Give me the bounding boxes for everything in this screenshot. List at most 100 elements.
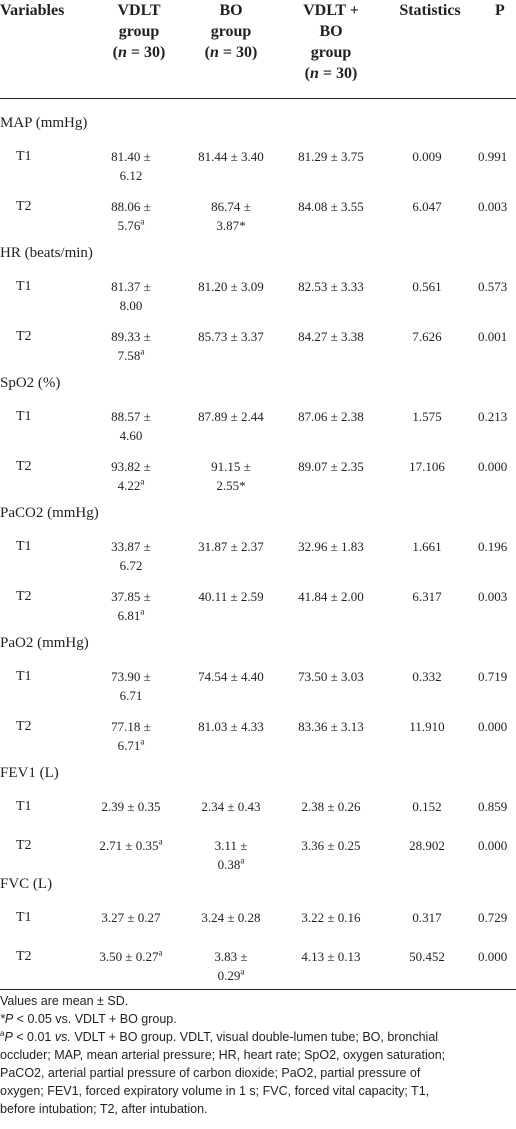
value-text: 7.58 — [117, 348, 141, 363]
value-line: 7.58a — [96, 346, 166, 365]
header-vdlt-line2: group — [118, 23, 160, 40]
value-line: 74.54 ± 4.40 — [190, 667, 272, 686]
value-line: 3.50 ± 0.27a — [96, 947, 166, 966]
bo-value: 85.73 ± 3.37 — [190, 327, 272, 346]
value-line: 3.87* — [190, 216, 272, 235]
value-line: 2.71 ± 0.35a — [96, 836, 166, 855]
p-value: 0.001 — [478, 329, 508, 344]
vdlt-value: 3.50 ± 0.27a — [96, 947, 166, 966]
vdlt-value: 93.82 ± 4.22a — [96, 457, 166, 495]
value-text: 86.74 ± — [211, 199, 251, 214]
vdlt-value: 2.39 ± 0.35 — [96, 797, 166, 816]
value-line: 81.03 ± 4.33 — [190, 717, 272, 736]
header-combo-line3: group — [310, 44, 352, 61]
vdlt-value: 33.87 ± 6.72 — [96, 537, 166, 575]
row-label: T2 — [16, 199, 32, 214]
group-label: FEV1 (L) — [0, 765, 59, 781]
footnote-p: P — [4, 1030, 13, 1044]
statistic-value: 6.317 — [412, 589, 442, 604]
value-text: 2.71 ± 0.35 — [99, 838, 159, 853]
p-value: 0.000 — [478, 459, 508, 474]
combo-value: 41.84 ± 2.00 — [298, 589, 364, 604]
significance-marker: a — [158, 947, 163, 958]
group-label: MAP (mmHg) — [0, 115, 88, 131]
header-combo-line4: (n = 30) — [304, 65, 358, 82]
p-value: 0.719 — [478, 669, 508, 684]
footnote-line-7: before intubation; T2, after intubation. — [0, 1102, 208, 1116]
row-label: T1 — [16, 279, 32, 294]
value-line: 6.81a — [96, 606, 166, 625]
statistic-value: 0.009 — [412, 149, 442, 164]
value-text: 74.54 ± 4.40 — [198, 669, 264, 684]
combo-value: 84.08 ± 3.55 — [298, 199, 364, 214]
combo-value: 81.29 ± 3.75 — [298, 149, 364, 164]
value-text: 6.72 — [119, 558, 143, 573]
value-text: 6.81 — [117, 608, 141, 623]
combo-value: 89.07 ± 2.35 — [298, 459, 364, 474]
significance-marker: a — [140, 346, 145, 357]
value-line: 88.57 ± — [96, 407, 166, 426]
statistic-value: 0.152 — [412, 799, 442, 814]
statistic-value: 11.910 — [409, 719, 445, 734]
value-text: 6.12 — [119, 168, 143, 183]
value-text: 3.11 ± — [214, 838, 248, 853]
value-line: 81.37 ± — [96, 277, 166, 296]
p-value: 0.003 — [478, 199, 508, 214]
statistic-value: 6.047 — [412, 199, 442, 214]
value-line: 93.82 ± — [96, 457, 166, 476]
value-line: 6.71a — [96, 736, 166, 755]
row-label: T2 — [16, 589, 32, 604]
value-line: 0.29a — [190, 966, 272, 985]
value-text: 2.34 ± 0.43 — [201, 799, 261, 814]
value-line: 6.72 — [96, 556, 166, 575]
group-label: HR (beats/min) — [0, 245, 93, 261]
value-text: 3.50 ± 0.27 — [99, 949, 159, 964]
value-line: 31.87 ± 2.37 — [190, 537, 272, 556]
value-text: 37.85 ± — [111, 589, 151, 604]
p-value: 0.000 — [478, 949, 508, 964]
significance-marker: a — [158, 836, 163, 847]
significance-marker: a — [140, 736, 145, 747]
group-label: FVC (L) — [0, 876, 53, 892]
value-text: 2.55* — [216, 478, 246, 493]
bo-value: 40.11 ± 2.59 — [190, 587, 272, 606]
combo-value: 3.22 ± 0.16 — [301, 910, 361, 925]
value-text: 91.15 ± — [211, 459, 251, 474]
statistic-value: 50.452 — [409, 949, 445, 964]
footnote-line-5: PaCO2, arterial partial pressure of carb… — [0, 1066, 421, 1080]
p-value: 0.213 — [478, 409, 508, 424]
bo-value: 91.15 ± 2.55* — [190, 457, 272, 495]
header-bo-line1: BO — [219, 2, 243, 19]
value-line: 4.22a — [96, 476, 166, 495]
footnote-line-4: occluder; MAP, mean arterial pressure; H… — [0, 1048, 446, 1062]
row-label: T2 — [16, 719, 32, 734]
bo-value: 3.11 ± 0.38a — [190, 836, 272, 874]
p-value: 0.859 — [478, 799, 508, 814]
value-line: 5.76a — [96, 216, 166, 235]
combo-value: 3.36 ± 0.25 — [301, 838, 361, 853]
combo-value: 2.38 ± 0.26 — [301, 799, 361, 814]
value-text: 33.87 ± — [111, 539, 151, 554]
group-label: PaCO2 (mmHg) — [0, 505, 99, 521]
value-text: 0.38 — [217, 857, 241, 872]
value-text: 3.24 ± 0.28 — [201, 910, 261, 925]
footnote-line-2: *P < 0.05 vs. VDLT + BO group. — [0, 1011, 516, 1029]
value-text: 3.87* — [216, 218, 246, 233]
significance-marker: a — [140, 476, 145, 487]
row-label: T1 — [16, 910, 32, 925]
value-text: 4.22 — [117, 478, 141, 493]
header-vdlt-group: VDLT group (n = 30) — [96, 0, 182, 63]
value-text: 6.71 — [119, 688, 143, 703]
value-text: 3.83 ± — [214, 949, 248, 964]
footnote-line-1: Values are mean ± SD. — [0, 994, 129, 1008]
statistic-value: 1.575 — [412, 409, 442, 424]
value-text: 81.20 ± 3.09 — [198, 279, 264, 294]
vdlt-value: 37.85 ± 6.81a — [96, 587, 166, 625]
header-vdlt-line3: (n = 30) — [112, 44, 166, 61]
bo-value: 81.44 ± 3.40 — [190, 147, 272, 166]
p-value: 0.000 — [478, 719, 508, 734]
p-value: 0.991 — [478, 149, 508, 164]
footnote-threshold: < 0.01 — [12, 1030, 55, 1044]
value-text: 81.37 ± — [111, 279, 151, 294]
value-line: 88.06 ± — [96, 197, 166, 216]
